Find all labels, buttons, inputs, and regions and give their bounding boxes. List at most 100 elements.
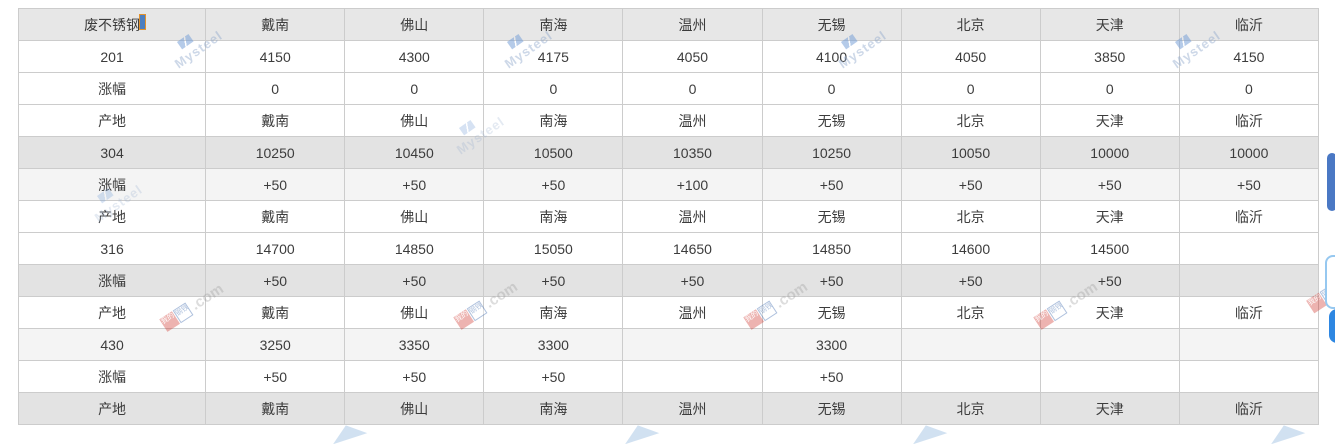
table-row: 316 14700 14850 15050 14650 14850 14600 14500 (17, 232, 1320, 265)
value-cell: 戴南 (205, 104, 346, 137)
product-column-header: 废不锈钢 (17, 8, 207, 41)
value-cell: 佛山 (344, 104, 485, 137)
table-row: 产地 戴南 佛山 南海 温州 无锡 北京 天津 临沂 (17, 296, 1320, 329)
scrollbar-thumb[interactable] (1327, 153, 1335, 211)
value-cell: +50 (344, 264, 485, 297)
value-cell: 3850 (1039, 40, 1180, 73)
value-cell (1039, 360, 1180, 393)
value-cell: 南海 (483, 200, 624, 233)
value-cell: 临沂 (1178, 296, 1320, 329)
value-cell: 14500 (1039, 232, 1180, 265)
value-cell: 北京 (900, 392, 1041, 425)
value-cell (622, 360, 763, 393)
value-cell: 温州 (622, 392, 763, 425)
city-column-header: 北京 (900, 8, 1041, 41)
value-cell: 南海 (483, 392, 624, 425)
table-row: 涨幅 0 0 0 0 0 0 0 0 (17, 72, 1320, 105)
value-cell: 戴南 (205, 392, 346, 425)
row-label-cell: 涨幅 (17, 168, 207, 201)
table-row: 涨幅 +50 +50 +50 +100 +50 +50 +50 +50 (17, 168, 1320, 201)
value-cell: 天津 (1039, 200, 1180, 233)
value-cell: 佛山 (344, 392, 485, 425)
value-cell: +50 (205, 360, 346, 393)
value-cell: 3300 (761, 328, 902, 361)
value-cell: 南海 (483, 296, 624, 329)
value-cell: 4100 (761, 40, 902, 73)
value-cell: 无锡 (761, 200, 902, 233)
value-cell: 北京 (900, 200, 1041, 233)
value-cell (900, 360, 1041, 393)
city-column-header: 温州 (622, 8, 763, 41)
value-cell: 14850 (344, 232, 485, 265)
value-cell: 10250 (761, 136, 902, 169)
value-cell: 南海 (483, 104, 624, 137)
value-cell: 14600 (900, 232, 1041, 265)
scrap-steel-price-table: 废不锈钢 戴南 佛山 南海 温州 无锡 北京 天津 临沂 201 4150 4300 4175 4050… (17, 8, 1320, 425)
value-cell: 戴南 (205, 200, 346, 233)
value-cell: 天津 (1039, 296, 1180, 329)
city-column-header: 天津 (1039, 8, 1180, 41)
value-cell: 0 (761, 72, 902, 105)
value-cell: 10450 (344, 136, 485, 169)
table-row: 产地 戴南 佛山 南海 温州 无锡 北京 天津 临沂 (17, 104, 1320, 137)
value-cell: 3250 (205, 328, 346, 361)
value-cell: +50 (761, 264, 902, 297)
value-cell: 3300 (483, 328, 624, 361)
row-label-cell: 产地 (17, 104, 207, 137)
floating-button-outline[interactable] (1325, 255, 1335, 309)
value-cell: 4150 (1178, 40, 1320, 73)
value-cell: +50 (761, 168, 902, 201)
table-row: 涨幅 +50 +50 +50 +50 (17, 360, 1320, 393)
value-cell: 0 (483, 72, 624, 105)
value-cell: +50 (483, 264, 624, 297)
row-label-cell: 涨幅 (17, 264, 207, 297)
value-cell: 佛山 (344, 200, 485, 233)
value-cell: 4150 (205, 40, 346, 73)
value-cell: 10250 (205, 136, 346, 169)
value-cell: 0 (622, 72, 763, 105)
row-label-cell: 涨幅 (17, 360, 207, 393)
value-cell: +50 (900, 264, 1041, 297)
value-cell: 0 (205, 72, 346, 105)
value-cell: 临沂 (1178, 104, 1320, 137)
value-cell: 天津 (1039, 104, 1180, 137)
city-column-header: 佛山 (344, 8, 485, 41)
value-cell: +50 (900, 168, 1041, 201)
table-row: 304 10250 10450 10500 10350 10250 10050 10000 10… (17, 136, 1320, 169)
row-label-cell: 产地 (17, 200, 207, 233)
floating-button-solid[interactable] (1329, 309, 1335, 343)
value-cell: +50 (205, 168, 346, 201)
table-row: 涨幅 +50 +50 +50 +50 +50 +50 +50 (17, 264, 1320, 297)
value-cell: 0 (1039, 72, 1180, 105)
table-row: 430 3250 3350 3300 3300 (17, 328, 1320, 361)
value-cell: 无锡 (761, 392, 902, 425)
value-cell: +50 (483, 168, 624, 201)
row-label-cell: 产地 (17, 296, 207, 329)
value-cell: 15050 (483, 232, 624, 265)
value-cell: 临沂 (1178, 200, 1320, 233)
city-column-header: 戴南 (205, 8, 346, 41)
city-column-header: 临沂 (1178, 8, 1320, 41)
value-cell: +50 (205, 264, 346, 297)
city-column-header: 无锡 (761, 8, 902, 41)
value-cell: 北京 (900, 296, 1041, 329)
value-cell: 0 (900, 72, 1041, 105)
value-cell: 无锡 (761, 296, 902, 329)
value-cell: 4050 (900, 40, 1041, 73)
value-cell: +50 (622, 264, 763, 297)
value-cell: 戴南 (205, 296, 346, 329)
value-cell: 无锡 (761, 104, 902, 137)
value-cell: 4300 (344, 40, 485, 73)
value-cell: 4175 (483, 40, 624, 73)
value-cell: 10350 (622, 136, 763, 169)
row-label-cell: 201 (17, 40, 207, 73)
table-row: 201 4150 4300 4175 4050 4100 4050 3850 4150 (17, 40, 1320, 73)
value-cell: +50 (1178, 168, 1320, 201)
row-label-cell: 304 (17, 136, 207, 169)
row-label-cell: 316 (17, 232, 207, 265)
value-cell: 0 (344, 72, 485, 105)
table-row: 产地 戴南 佛山 南海 温州 无锡 北京 天津 临沂 (17, 200, 1320, 233)
value-cell (1178, 328, 1320, 361)
value-cell: 4050 (622, 40, 763, 73)
value-cell: 10500 (483, 136, 624, 169)
